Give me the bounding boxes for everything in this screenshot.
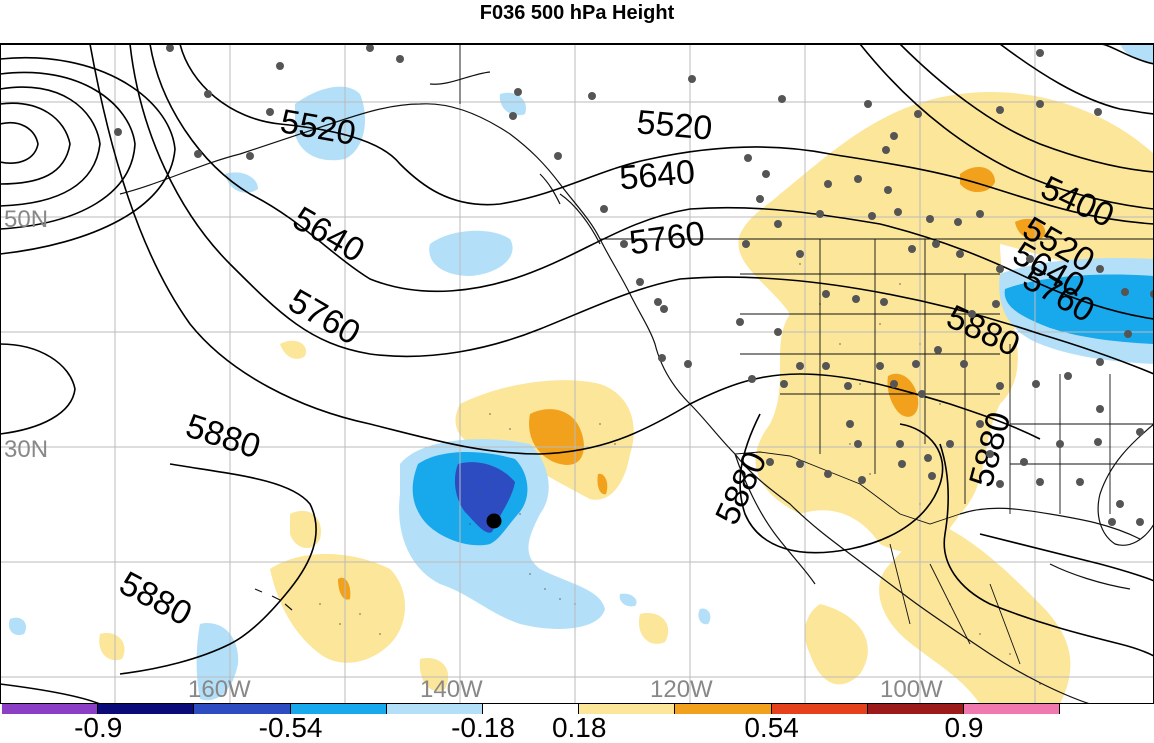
lon-label-140w: 140W bbox=[420, 676, 483, 703]
colorbar-swatch bbox=[2, 704, 99, 714]
colorbar-tick-label: 0.9 bbox=[944, 712, 984, 743]
station-dots bbox=[114, 44, 1154, 526]
colorbar-swatch bbox=[386, 704, 483, 714]
colorbar-swatch bbox=[964, 704, 1061, 714]
weather-map: 5520 5640 5760 5880 5520 5640 5760 5880 … bbox=[0, 43, 1154, 704]
colorbar-tick-label: 0.18 bbox=[551, 712, 607, 743]
colorbar-tick-label: 0.54 bbox=[744, 712, 799, 743]
contour-label-5520-north: 5520 bbox=[635, 103, 714, 147]
lat-label-50n: 50N bbox=[4, 206, 48, 233]
colorbar-swatch bbox=[675, 704, 772, 714]
lat-label-30n: 30N bbox=[4, 436, 48, 463]
anomaly-shading bbox=[8, 44, 1154, 704]
colorbar-tick-label: -0.9 bbox=[74, 712, 123, 743]
colorbar-tick-label: -0.18 bbox=[451, 712, 515, 743]
map-title: F036 500 hPa Height bbox=[479, 2, 675, 24]
coastlines bbox=[119, 71, 1154, 704]
highlight-marker bbox=[486, 513, 502, 529]
colorbar-swatch bbox=[867, 704, 964, 714]
lon-label-100w: 100W bbox=[880, 676, 943, 703]
colorbar-swatch bbox=[579, 704, 676, 714]
colorbar-swatch bbox=[194, 704, 291, 714]
colorbar-swatch bbox=[771, 704, 868, 714]
lon-label-120w: 120W bbox=[650, 676, 713, 703]
colorbar-swatch bbox=[290, 704, 387, 714]
colorbar: -0.9 -0.54 -0.18 0.18 0.54 0.9 bbox=[0, 704, 1154, 742]
lon-label-160w: 160W bbox=[188, 676, 251, 703]
colorbar-tick-label: -0.54 bbox=[258, 712, 323, 743]
colorbar-swatch bbox=[98, 704, 195, 714]
contour-label-5640-north: 5640 bbox=[618, 153, 697, 197]
height-contours bbox=[0, 44, 1154, 704]
colorbar-swatch bbox=[483, 704, 580, 714]
